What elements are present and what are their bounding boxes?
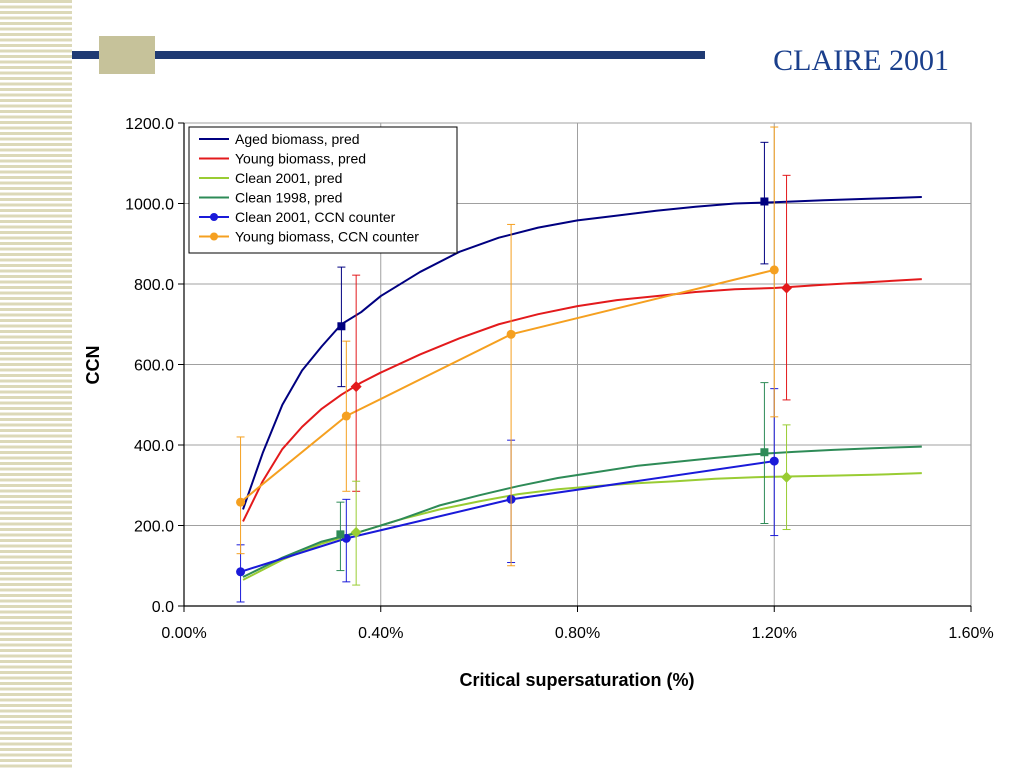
x-tick-label: 0.80% <box>555 625 600 642</box>
axis-layer: 0.0 200.0 400.0 600.0 800.0 1000.0 1200.0 0.00%… <box>125 116 994 642</box>
data-point <box>760 197 769 206</box>
data-point <box>350 381 362 393</box>
data-point <box>337 322 346 331</box>
data-point <box>341 411 351 421</box>
data-point <box>760 448 769 457</box>
data-point <box>236 497 246 507</box>
x-tick-label: 0.40% <box>358 625 403 642</box>
series-line <box>242 278 922 522</box>
slide-title: CLAIRE 2001 <box>773 44 949 77</box>
legend-label: Young biomass, CCN counter <box>235 229 419 245</box>
y-tick-label: 800.0 <box>134 277 174 294</box>
data-point <box>350 526 362 538</box>
title-accent-square <box>99 36 155 74</box>
legend-swatch-marker <box>210 232 218 241</box>
data-point <box>781 471 793 483</box>
legend-label: Aged biomass, pred <box>235 131 360 147</box>
data-point <box>769 265 779 275</box>
x-tick-label: 0.00% <box>161 625 206 642</box>
legend-label: Young biomass, pred <box>235 151 366 167</box>
series-line <box>240 460 775 573</box>
data-point <box>769 456 779 466</box>
y-axis-title: CCN <box>83 346 103 385</box>
legend: Aged biomass, pred Young biomass, pred Cle… <box>188 126 458 254</box>
x-tick-label: 1.20% <box>752 625 797 642</box>
y-tick-label: 400.0 <box>134 438 174 455</box>
y-tick-label: 200.0 <box>134 519 174 536</box>
x-axis-title: Critical supersaturation (%) <box>459 670 694 690</box>
legend-label: Clean 1998, pred <box>235 190 342 206</box>
title-accent-bar <box>72 51 705 59</box>
data-point <box>236 567 246 577</box>
y-tick-label: 600.0 <box>134 358 174 375</box>
y-tick-label: 1000.0 <box>125 197 174 214</box>
series-layer <box>236 126 922 603</box>
legend-label: Clean 2001, CCN counter <box>235 209 396 225</box>
data-point <box>336 530 345 539</box>
decorative-stripes <box>0 0 72 768</box>
data-point <box>506 329 516 339</box>
y-tick-label: 0.0 <box>152 599 174 616</box>
y-tick-label: 1200.0 <box>125 116 174 133</box>
legend-box <box>188 126 458 254</box>
series-line <box>239 268 775 503</box>
x-tick-label: 1.60% <box>948 625 993 642</box>
legend-label: Clean 2001, pred <box>235 170 342 186</box>
legend-swatch-marker <box>210 213 218 221</box>
data-point <box>781 282 793 294</box>
